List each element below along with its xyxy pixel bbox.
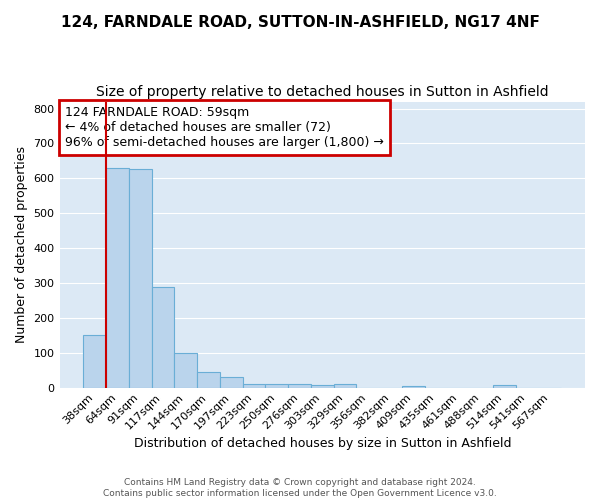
Bar [175, 352, 197, 388]
Text: 124, FARNDALE ROAD, SUTTON-IN-ASHFIELD, NG17 4NF: 124, FARNDALE ROAD, SUTTON-IN-ASHFIELD, … [61, 15, 539, 30]
Bar [197, 372, 220, 388]
Bar [106, 168, 129, 388]
Bar [152, 287, 175, 388]
Title: Size of property relative to detached houses in Sutton in Ashfield: Size of property relative to detached ho… [96, 85, 548, 99]
Bar [334, 384, 356, 388]
Bar [242, 384, 265, 388]
Bar [265, 384, 288, 388]
Bar [311, 385, 334, 388]
Bar [129, 168, 152, 388]
X-axis label: Distribution of detached houses by size in Sutton in Ashfield: Distribution of detached houses by size … [134, 437, 511, 450]
Bar [220, 377, 242, 388]
Text: 124 FARNDALE ROAD: 59sqm
← 4% of detached houses are smaller (72)
96% of semi-de: 124 FARNDALE ROAD: 59sqm ← 4% of detache… [65, 106, 383, 149]
Bar [493, 385, 515, 388]
Y-axis label: Number of detached properties: Number of detached properties [15, 146, 28, 343]
Text: Contains HM Land Registry data © Crown copyright and database right 2024.
Contai: Contains HM Land Registry data © Crown c… [103, 478, 497, 498]
Bar [402, 386, 425, 388]
Bar [288, 384, 311, 388]
Bar [83, 336, 106, 388]
